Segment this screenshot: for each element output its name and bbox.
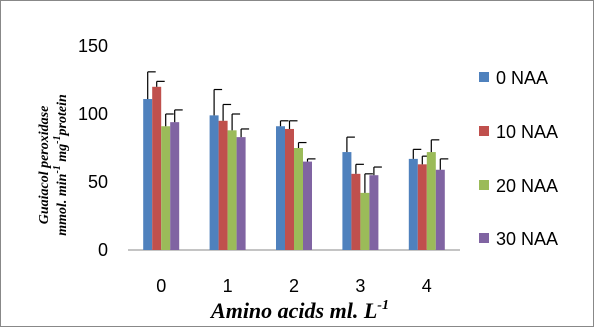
bar <box>426 152 436 250</box>
y-axis-label-line2: mmol. min-1 mg-1protein <box>52 94 70 236</box>
legend-item: 30 NAA <box>479 229 558 249</box>
x-axis-label: Amino acids ml. L-1 <box>209 298 389 323</box>
legend-item: 20 NAA <box>479 176 558 196</box>
legend-swatch <box>479 72 489 82</box>
bar <box>143 99 153 250</box>
legend-swatch <box>479 233 489 243</box>
legend-item: 10 NAA <box>479 122 558 142</box>
bar <box>360 192 370 250</box>
bar <box>342 152 352 250</box>
bar <box>285 128 294 250</box>
bar <box>303 161 312 250</box>
x-tick-label: 4 <box>422 276 432 296</box>
bar <box>170 122 180 250</box>
bar <box>408 158 418 250</box>
x-tick-label: 0 <box>156 276 166 296</box>
legend-label: 10 NAA <box>496 122 558 142</box>
bar <box>218 120 228 250</box>
plot-area <box>128 71 460 251</box>
bar <box>152 86 162 250</box>
bar <box>236 137 246 250</box>
y-tick-label: 50 <box>88 172 108 192</box>
y-axis-label-line1: Guaiacol peroxidase <box>37 106 52 225</box>
x-tick-label: 1 <box>223 276 233 296</box>
x-axis-ticks: 0 1 2 3 4 <box>156 276 432 296</box>
bar <box>161 126 171 250</box>
bar <box>276 126 285 250</box>
legend-label: 20 NAA <box>496 176 558 196</box>
bar <box>351 173 361 250</box>
legend-label: 30 NAA <box>496 229 558 249</box>
y-axis-ticks: 0 50 100 150 <box>78 36 108 260</box>
y-tick-label: 100 <box>78 104 108 124</box>
bar <box>435 169 445 250</box>
legend: 0 NAA 10 NAA 20 NAA 30 NAA <box>479 68 558 249</box>
x-tick-label: 2 <box>289 276 299 296</box>
legend-swatch <box>479 180 489 190</box>
legend-item: 0 NAA <box>479 68 548 88</box>
y-tick-label: 0 <box>98 240 108 260</box>
bar <box>369 175 379 250</box>
bar <box>227 130 237 250</box>
x-tick-label: 3 <box>355 276 365 296</box>
bar <box>417 164 427 250</box>
y-tick-label: 150 <box>78 36 108 56</box>
bar <box>294 148 303 250</box>
y-axis-label: Guaiacol peroxidase mmol. min-1 mg-1prot… <box>37 94 70 236</box>
legend-swatch <box>479 126 489 136</box>
legend-label: 0 NAA <box>496 68 548 88</box>
bar <box>209 115 219 250</box>
